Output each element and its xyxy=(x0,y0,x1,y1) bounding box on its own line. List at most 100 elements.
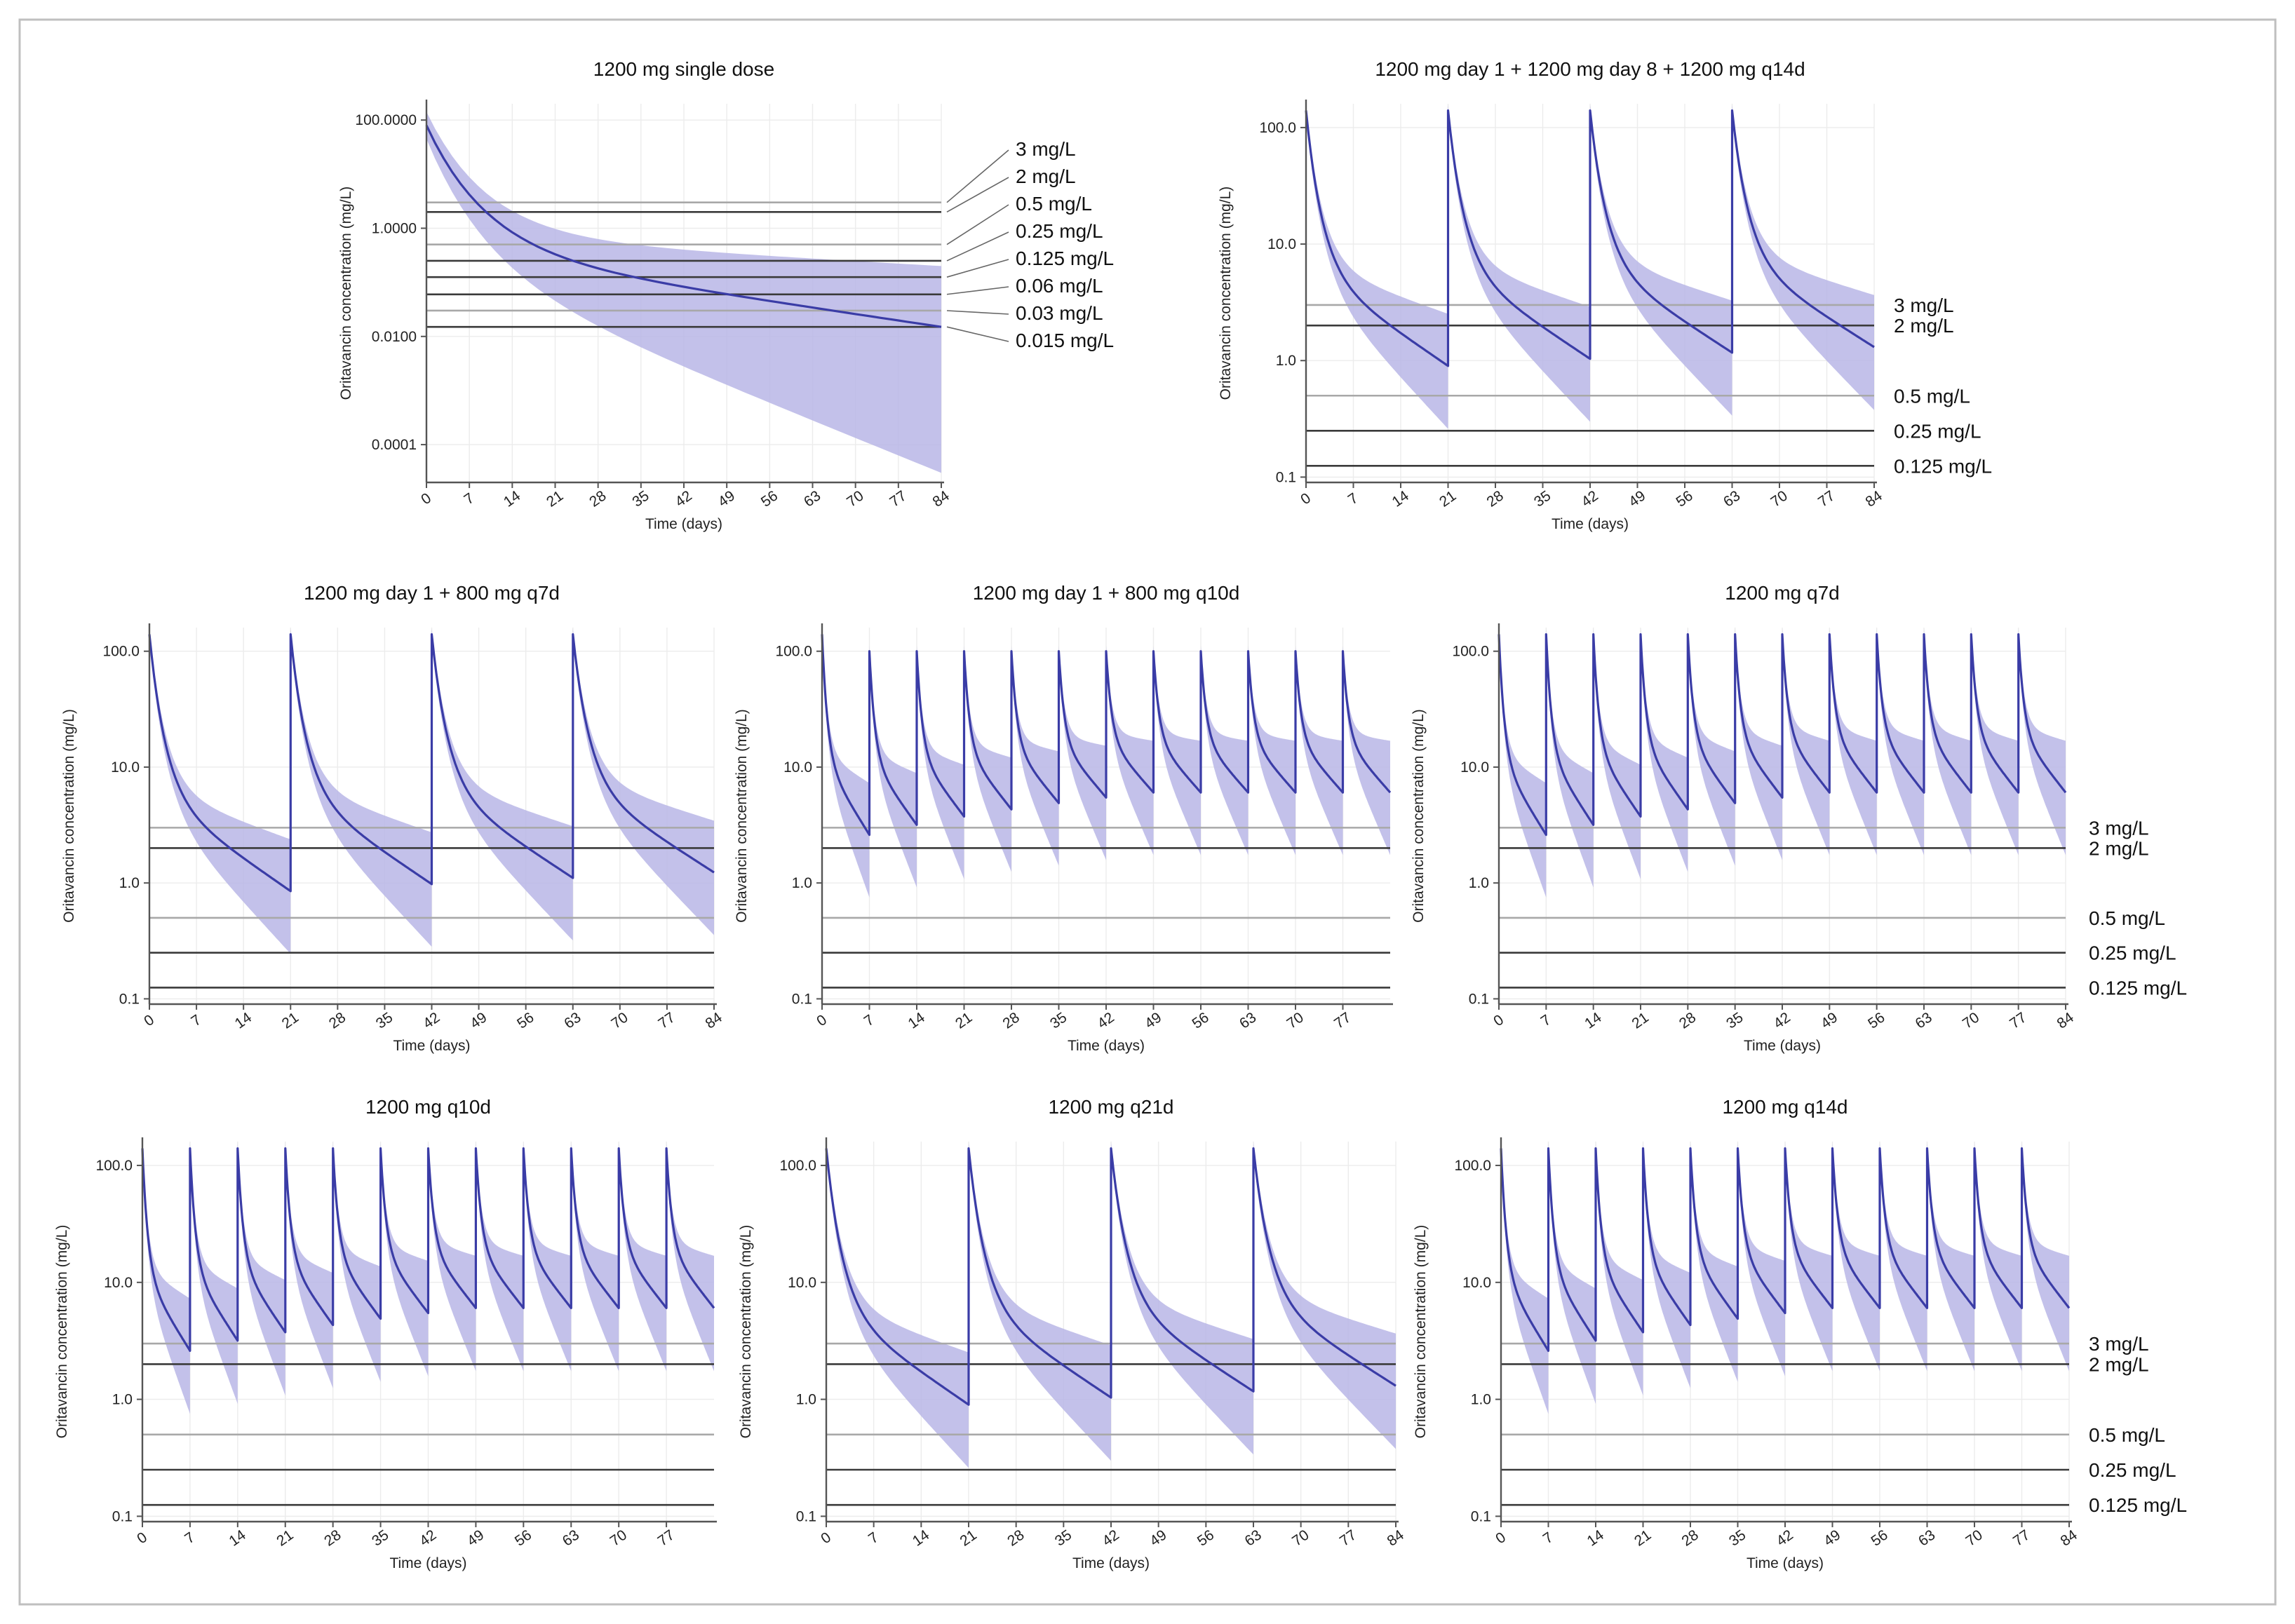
y-tick-label: 0.0001 xyxy=(372,437,417,453)
mic-threshold-label: 0.25 mg/L xyxy=(2089,942,2176,964)
x-tick-label: 0 xyxy=(1298,490,1314,508)
y-tick-label: 0.0100 xyxy=(372,329,417,345)
y-axis-label: Oritavancin concentration (mg/L) xyxy=(1411,709,1427,923)
median-curve xyxy=(1498,633,2067,837)
x-tick-label: 42 xyxy=(1579,487,1601,510)
y-tick-label: 0.1 xyxy=(792,991,812,1007)
chart-title: 1200 mg day 1 + 800 mg q7d xyxy=(304,582,560,604)
x-tick-label: 42 xyxy=(1100,1527,1122,1549)
x-tick-label: 42 xyxy=(420,1009,443,1031)
x-tick-label: 77 xyxy=(655,1009,678,1031)
x-tick-label: 35 xyxy=(1052,1527,1075,1549)
x-tick-label: 35 xyxy=(1723,1009,1746,1031)
x-tick-label: 63 xyxy=(1721,487,1743,510)
y-tick-label: 100.0 xyxy=(775,644,812,660)
mic-threshold-label: 3 mg/L xyxy=(1894,295,1954,316)
mic-threshold-label: 0.25 mg/L xyxy=(2089,1459,2176,1481)
mic-threshold-label: 3 mg/L xyxy=(2089,817,2149,839)
mic-threshold-label: 0.015 mg/L xyxy=(1016,330,1114,351)
y-axis-label: Oritavancin concentration (mg/L) xyxy=(738,1225,754,1439)
x-tick-label: 70 xyxy=(844,487,866,510)
x-tick-label: 7 xyxy=(188,1012,204,1030)
median-curve xyxy=(1305,109,1875,367)
x-tick-label: 56 xyxy=(758,487,781,510)
mic-leader-line xyxy=(946,177,1009,212)
x-tick-label: 77 xyxy=(1815,487,1838,510)
x-tick-label: 56 xyxy=(1190,1009,1212,1031)
x-tick-label: 42 xyxy=(1771,1009,1793,1031)
x-tick-label: 49 xyxy=(1626,487,1648,510)
x-tick-label: 63 xyxy=(801,487,823,510)
x-tick-label: 63 xyxy=(1237,1009,1259,1031)
x-tick-label: 70 xyxy=(1960,1009,1982,1031)
mic-threshold-label: 0.03 mg/L xyxy=(1016,302,1103,324)
x-tick-label: 56 xyxy=(1869,1527,1891,1549)
chart-panel-6: 0 7 14 21 28 35 42 49 56 63 70 77 100.0 10.0 1.0 0.1 120… xyxy=(54,1096,717,1571)
x-tick-label: 7 xyxy=(866,1529,882,1548)
mic-threshold-label: 0.125 mg/L xyxy=(2089,1494,2187,1516)
x-tick-label: 21 xyxy=(279,1009,302,1031)
x-tick-label: 56 xyxy=(1194,1527,1217,1549)
x-tick-label: 7 xyxy=(182,1529,198,1548)
y-tick-label: 0.1 xyxy=(112,1508,133,1524)
chart-panel-8: 3 mg/L2 mg/L 0.5 mg/L 0.25 mg/L 0.125 mg/L 0… xyxy=(1413,1096,2187,1571)
x-tick-label: 35 xyxy=(1047,1009,1070,1031)
x-tick-label: 7 xyxy=(1540,1529,1556,1548)
y-tick-label: 1.0 xyxy=(796,1392,816,1408)
figure-frame xyxy=(18,18,2277,1606)
x-tick-label: 14 xyxy=(232,1009,255,1031)
y-tick-label: 0.1 xyxy=(1471,1508,1491,1524)
mic-leader-line xyxy=(946,310,1009,315)
x-tick-label: 0 xyxy=(134,1529,150,1548)
x-tick-label: 21 xyxy=(544,487,566,510)
x-tick-label: 28 xyxy=(1679,1527,1702,1549)
x-tick-label: 84 xyxy=(2058,1527,2081,1549)
x-tick-label: 28 xyxy=(326,1009,349,1031)
y-axis-label: Oritavancin concentration (mg/L) xyxy=(338,187,354,400)
chart-panel-4: 0 7 14 21 28 35 42 49 56 63 70 77 100.0 10.0 1.0 0.1 120… xyxy=(734,582,1393,1054)
y-tick-label: 1.0 xyxy=(792,875,812,891)
median-curve xyxy=(148,633,715,893)
x-tick-label: 14 xyxy=(226,1527,249,1549)
mic-threshold-label: 0.5 mg/L xyxy=(1894,385,1970,407)
x-tick-label: 14 xyxy=(906,1009,929,1031)
y-tick-label: 0.1 xyxy=(1469,991,1489,1007)
y-tick-label: 100.0 xyxy=(1452,644,1489,660)
x-axis-label: Time (days) xyxy=(1068,1038,1145,1054)
x-tick-label: 84 xyxy=(1385,1527,1408,1549)
y-tick-label: 10.0 xyxy=(104,1275,133,1291)
chart-title: 1200 mg q21d xyxy=(1048,1096,1173,1118)
x-tick-label: 42 xyxy=(1774,1527,1796,1549)
mic-leader-line xyxy=(946,204,1009,245)
y-tick-label: 100.0 xyxy=(779,1158,816,1174)
chart-panel-2: 3 mg/L2 mg/L 0.5 mg/L 0.25 mg/L 0.125 mg/L 0… xyxy=(1218,58,1992,532)
x-tick-label: 14 xyxy=(910,1527,933,1549)
x-tick-label: 35 xyxy=(369,1527,391,1549)
mic-leader-line xyxy=(946,149,1009,203)
x-tick-label: 70 xyxy=(1289,1527,1312,1549)
x-tick-label: 49 xyxy=(1142,1009,1164,1031)
y-tick-label: 10.0 xyxy=(783,759,812,776)
y-tick-label: 10.0 xyxy=(1267,236,1296,252)
mic-threshold-label: 0.25 mg/L xyxy=(1016,220,1103,242)
x-tick-label: 14 xyxy=(1389,487,1413,510)
x-tick-label: 0 xyxy=(1493,1529,1509,1548)
y-tick-label: 100.0 xyxy=(95,1158,133,1174)
x-tick-label: 49 xyxy=(1818,1009,1840,1031)
x-tick-label: 0 xyxy=(141,1012,157,1030)
y-tick-label: 10.0 xyxy=(788,1275,816,1291)
x-tick-label: 35 xyxy=(629,487,652,510)
y-tick-label: 0.1 xyxy=(1276,469,1296,485)
x-tick-label: 84 xyxy=(1863,487,1886,510)
x-tick-label: 49 xyxy=(467,1009,490,1031)
x-tick-label: 77 xyxy=(2010,1527,2033,1549)
x-tick-label: 35 xyxy=(1726,1527,1749,1549)
x-tick-label: 63 xyxy=(560,1527,582,1549)
chart-title: 1200 mg q7d xyxy=(1725,582,1839,604)
y-tick-label: 1.0 xyxy=(1469,875,1489,891)
chart-panel-1: 3 mg/L 2 mg/L 0.5 mg/L 0.25 mg/L 0.125 mg/L 0… xyxy=(338,58,1114,532)
x-tick-label: 49 xyxy=(1821,1527,1843,1549)
x-tick-label: 56 xyxy=(514,1009,537,1031)
x-axis-label: Time (days) xyxy=(645,516,722,532)
y-tick-label: 1.0 xyxy=(119,875,140,891)
